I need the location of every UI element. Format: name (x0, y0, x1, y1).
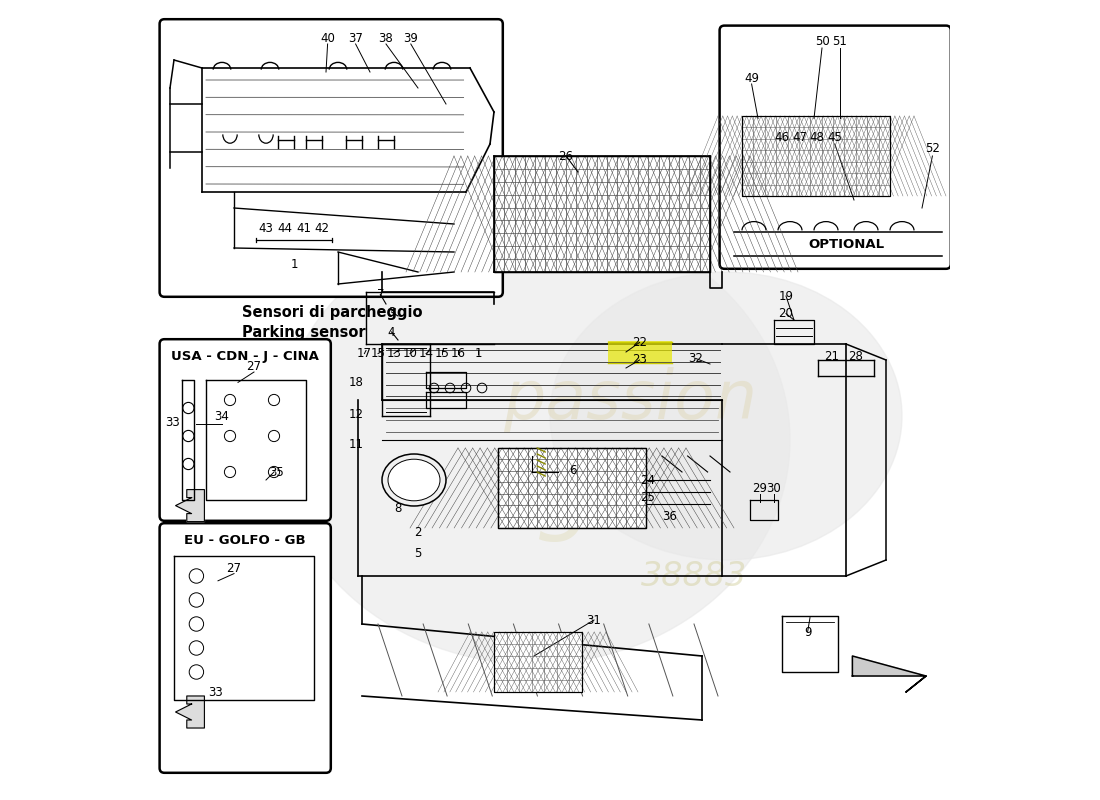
Text: 4: 4 (388, 326, 395, 338)
Text: g: g (536, 450, 596, 542)
Text: 10: 10 (403, 347, 417, 360)
Text: 20: 20 (779, 307, 793, 320)
Bar (494, 632, 582, 692)
Text: 23: 23 (632, 354, 647, 366)
Polygon shape (176, 696, 205, 728)
Bar (494, 156, 710, 272)
Text: 47: 47 (792, 131, 807, 144)
Text: 1: 1 (290, 258, 298, 270)
Ellipse shape (278, 216, 790, 664)
Text: 22: 22 (632, 336, 647, 349)
Text: 27: 27 (246, 360, 262, 373)
Text: 28: 28 (848, 350, 864, 362)
Text: 21: 21 (824, 350, 839, 362)
Text: 16: 16 (451, 347, 465, 360)
Text: Sensori di parcheggio: Sensori di parcheggio (242, 305, 422, 319)
Polygon shape (176, 490, 205, 522)
Text: 33: 33 (165, 416, 179, 429)
Text: 31: 31 (586, 614, 602, 626)
Text: 3: 3 (388, 306, 395, 318)
Text: 9: 9 (804, 626, 812, 638)
Text: OPTIONAL: OPTIONAL (807, 238, 884, 250)
Text: 2: 2 (415, 526, 421, 538)
Bar (494, 156, 710, 272)
Text: 38: 38 (378, 32, 394, 45)
FancyBboxPatch shape (719, 26, 950, 269)
Text: 37: 37 (349, 32, 363, 45)
Bar (498, 448, 646, 528)
FancyBboxPatch shape (160, 523, 331, 773)
Bar (498, 448, 646, 528)
Text: 18: 18 (349, 376, 364, 389)
Text: 32: 32 (689, 352, 703, 365)
Text: 49: 49 (744, 72, 759, 85)
Text: 38883: 38883 (641, 559, 747, 593)
Text: passion: passion (503, 367, 757, 433)
Text: 14: 14 (418, 347, 433, 360)
Text: 17: 17 (356, 347, 372, 360)
Text: 45: 45 (827, 131, 843, 144)
Text: 43: 43 (258, 222, 274, 235)
Text: 5: 5 (415, 547, 421, 560)
Text: 36: 36 (662, 510, 678, 522)
Text: 24: 24 (640, 474, 656, 486)
Text: 11: 11 (349, 438, 364, 450)
Ellipse shape (550, 272, 902, 560)
Text: 8: 8 (394, 502, 402, 514)
Text: 35: 35 (270, 466, 284, 478)
Text: 46: 46 (774, 131, 790, 144)
Text: 44: 44 (277, 222, 292, 235)
Text: 34: 34 (214, 410, 230, 422)
Text: 52: 52 (925, 142, 939, 154)
Text: 26: 26 (559, 150, 573, 162)
Text: 41: 41 (296, 222, 311, 235)
Text: 19: 19 (779, 290, 793, 302)
Text: 13: 13 (386, 347, 402, 360)
Text: 39: 39 (404, 32, 418, 45)
Text: 29: 29 (752, 482, 767, 494)
Text: 33: 33 (208, 686, 223, 698)
Text: 7: 7 (376, 288, 384, 301)
Text: USA - CDN - J - CINA: USA - CDN - J - CINA (172, 350, 319, 362)
Ellipse shape (388, 459, 440, 501)
Bar (494, 632, 582, 692)
Bar (607, 341, 672, 362)
Polygon shape (852, 656, 926, 692)
Ellipse shape (382, 454, 446, 506)
Text: Parking sensor: Parking sensor (242, 325, 365, 339)
Text: 15: 15 (371, 347, 385, 360)
Text: 40: 40 (320, 32, 336, 45)
Text: EU - GOLFO - GB: EU - GOLFO - GB (185, 534, 306, 546)
Text: 51: 51 (833, 35, 847, 48)
Text: 42: 42 (315, 222, 330, 235)
FancyBboxPatch shape (160, 19, 503, 297)
Text: 50: 50 (815, 35, 829, 48)
Text: 1: 1 (474, 347, 482, 360)
Text: 6: 6 (569, 464, 576, 477)
Text: 25: 25 (640, 491, 654, 504)
Text: 12: 12 (349, 408, 364, 421)
Bar (742, 116, 890, 196)
Text: 48: 48 (810, 131, 825, 144)
Bar (742, 116, 890, 196)
Text: 27: 27 (227, 562, 242, 574)
Text: 30: 30 (767, 482, 781, 494)
FancyBboxPatch shape (160, 339, 331, 521)
Text: 15: 15 (434, 347, 450, 360)
